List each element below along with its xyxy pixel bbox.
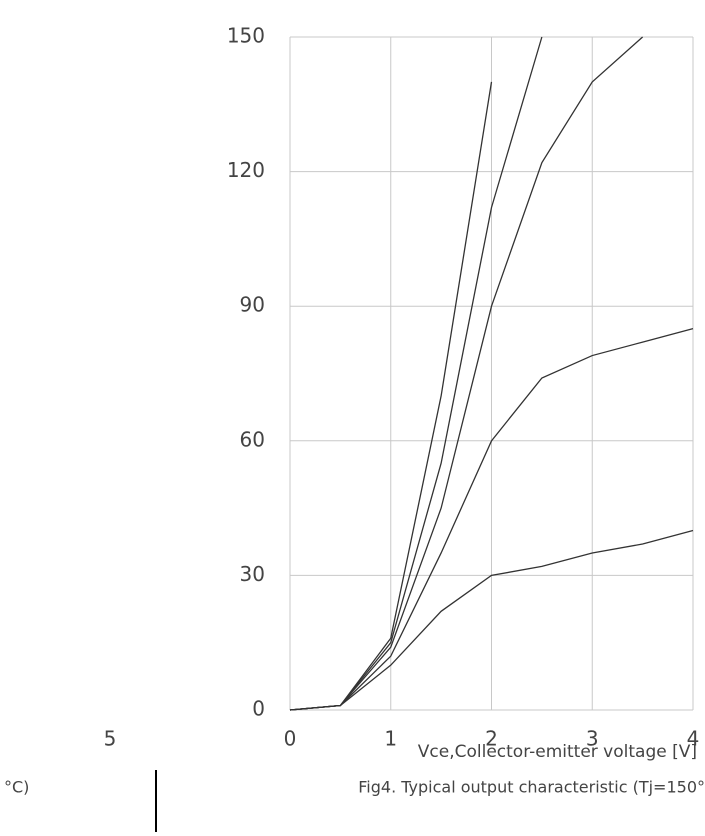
x-tick-label: 2 [485,727,498,751]
series-line [289,81,493,711]
x-axis-label: Vce,Collector-emitter voltage [V] [418,742,697,762]
fragment-caption: °C) [4,778,29,797]
y-tick-label: 120 [227,158,265,182]
caption: Fig4. Typical output characteristic (Tj=… [358,778,705,797]
y-tick-label: 150 [227,24,265,48]
series-line [289,328,694,711]
series-line [289,36,644,711]
series-line [289,529,694,711]
y-tick-label: 0 [252,697,265,721]
y-tick-label: 60 [240,427,265,451]
x-tick-label: 1 [384,727,397,751]
x-tick-label: 3 [586,727,599,751]
fragment-tick: 5 [104,727,117,751]
x-tick-label: 4 [687,727,700,751]
x-tick-label: 0 [284,727,297,751]
series-line [289,36,543,711]
y-tick-label: 30 [240,562,265,586]
y-tick-label: 90 [240,293,265,317]
